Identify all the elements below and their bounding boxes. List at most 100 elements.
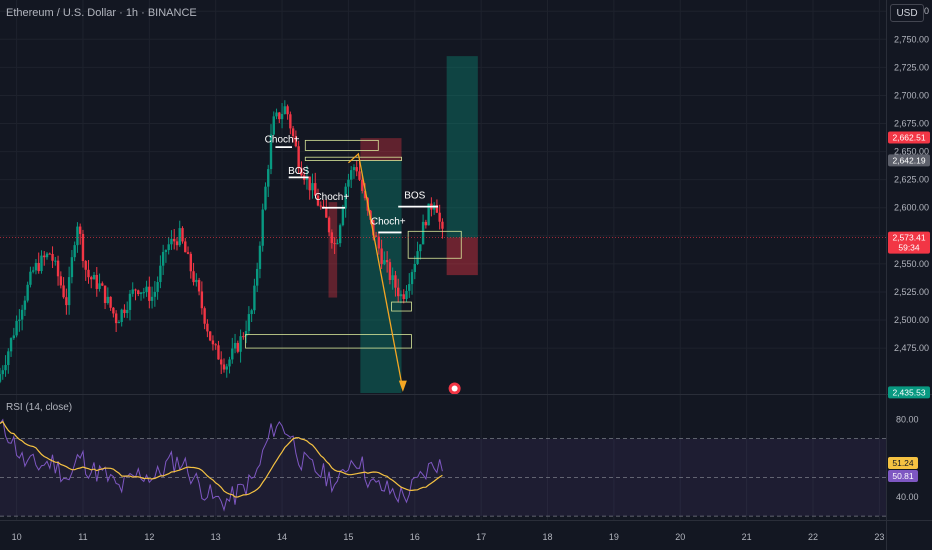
candle-body	[294, 135, 298, 147]
time-tick-label: 19	[609, 532, 619, 542]
candle-body	[291, 128, 295, 136]
price-tick-label: 2,500.00	[894, 315, 929, 325]
candle-body	[255, 268, 259, 286]
candle-body	[427, 203, 430, 226]
candle-body	[347, 179, 350, 187]
candle-body	[319, 205, 322, 207]
rsi-value-label: 51.24	[892, 458, 914, 468]
candle-body	[269, 134, 273, 170]
candle-body	[112, 307, 115, 314]
candle-body	[120, 309, 123, 322]
countdown-label: 59:34	[898, 243, 920, 253]
candle-body	[421, 221, 425, 245]
rsi-value-tag	[888, 470, 918, 482]
time-tick-label: 11	[78, 532, 87, 542]
candle-body	[109, 296, 112, 308]
candle-body	[178, 228, 181, 246]
time-tick-label: 15	[343, 532, 353, 542]
price-tick-label: 2,725.00	[894, 62, 929, 72]
candle-body	[156, 282, 159, 292]
candle-body	[90, 277, 93, 280]
candle-body	[233, 342, 237, 349]
zone-box	[304, 139, 379, 151]
candle-body	[43, 255, 46, 258]
candle-body	[228, 359, 231, 367]
candle-body	[416, 251, 419, 264]
candle-body	[12, 335, 16, 339]
candle-body	[189, 253, 193, 272]
candle-body	[419, 244, 422, 252]
candle-body	[181, 228, 184, 242]
candle-body	[48, 253, 51, 255]
currency-button[interactable]: USD	[890, 4, 924, 22]
candle-body	[206, 323, 209, 332]
candles	[0, 100, 444, 384]
candle-body	[62, 285, 65, 298]
price-tick-label: 2,675.00	[894, 119, 929, 129]
candle-body	[330, 232, 334, 244]
candle-body	[167, 244, 170, 251]
drawings: Choch+ BOS Choch+ Choch+ BOS	[245, 135, 462, 395]
candle-body	[372, 219, 375, 236]
zone-box	[304, 156, 402, 161]
candle-body	[289, 114, 292, 129]
candle-body	[34, 262, 38, 271]
candle-body	[297, 146, 300, 169]
price-tag-label: 2,435.53	[892, 387, 925, 397]
time-tick-label: 17	[476, 532, 486, 542]
zone-box	[407, 230, 462, 259]
candle-body	[78, 226, 82, 234]
candle-body	[286, 106, 289, 115]
candle-body	[139, 292, 143, 295]
zone-box	[245, 334, 412, 349]
candle-body	[253, 285, 256, 311]
candle-body	[377, 236, 381, 249]
price-tick-label: 2,550.00	[894, 259, 929, 269]
candle-body	[402, 294, 405, 300]
candle-body	[37, 262, 40, 272]
rsi-value-tag	[888, 457, 918, 469]
candle-body	[29, 271, 32, 285]
candle-body	[70, 257, 74, 278]
annotation-label: Choch+	[314, 192, 349, 203]
candle-body	[244, 330, 248, 337]
time-tick-label: 16	[410, 532, 420, 542]
candle-body	[170, 238, 173, 245]
candle-body	[397, 287, 400, 297]
price-tag-label: 2,662.51	[892, 133, 925, 143]
annotation-label: Choch+	[265, 135, 300, 146]
candle-body	[278, 112, 281, 120]
candle-body	[67, 277, 71, 306]
candle-body	[239, 336, 242, 352]
candle-body	[192, 271, 195, 283]
candle-body	[208, 331, 212, 341]
candle-body	[333, 243, 336, 245]
time-tick-label: 14	[277, 532, 287, 542]
candle-body	[217, 345, 220, 360]
price-tick-label: 2,600.00	[894, 203, 929, 213]
long-position-stop-zone	[446, 237, 478, 276]
candle-body	[103, 285, 107, 304]
candle-body	[338, 225, 342, 244]
candle-body	[98, 283, 101, 289]
candle-body	[435, 204, 439, 213]
candle-body	[9, 338, 13, 352]
rsi-ma-line	[0, 420, 443, 498]
event-flag-icon	[451, 385, 458, 392]
price-tag-label: 2,573.41	[892, 233, 925, 243]
candle-body	[159, 265, 162, 283]
candle-body	[267, 169, 270, 187]
price-tick-label: 2,650.00	[894, 147, 929, 157]
candle-body	[76, 226, 79, 246]
candle-body	[385, 260, 389, 263]
candle-body	[408, 284, 411, 291]
candle-body	[200, 291, 204, 309]
candle-body	[137, 290, 140, 295]
rsi-tick-label: 80.00	[896, 414, 919, 424]
candle-body	[114, 313, 118, 324]
candle-body	[438, 212, 441, 222]
candle-body	[441, 221, 444, 229]
candle-body	[101, 283, 104, 286]
candle-body	[361, 179, 364, 191]
